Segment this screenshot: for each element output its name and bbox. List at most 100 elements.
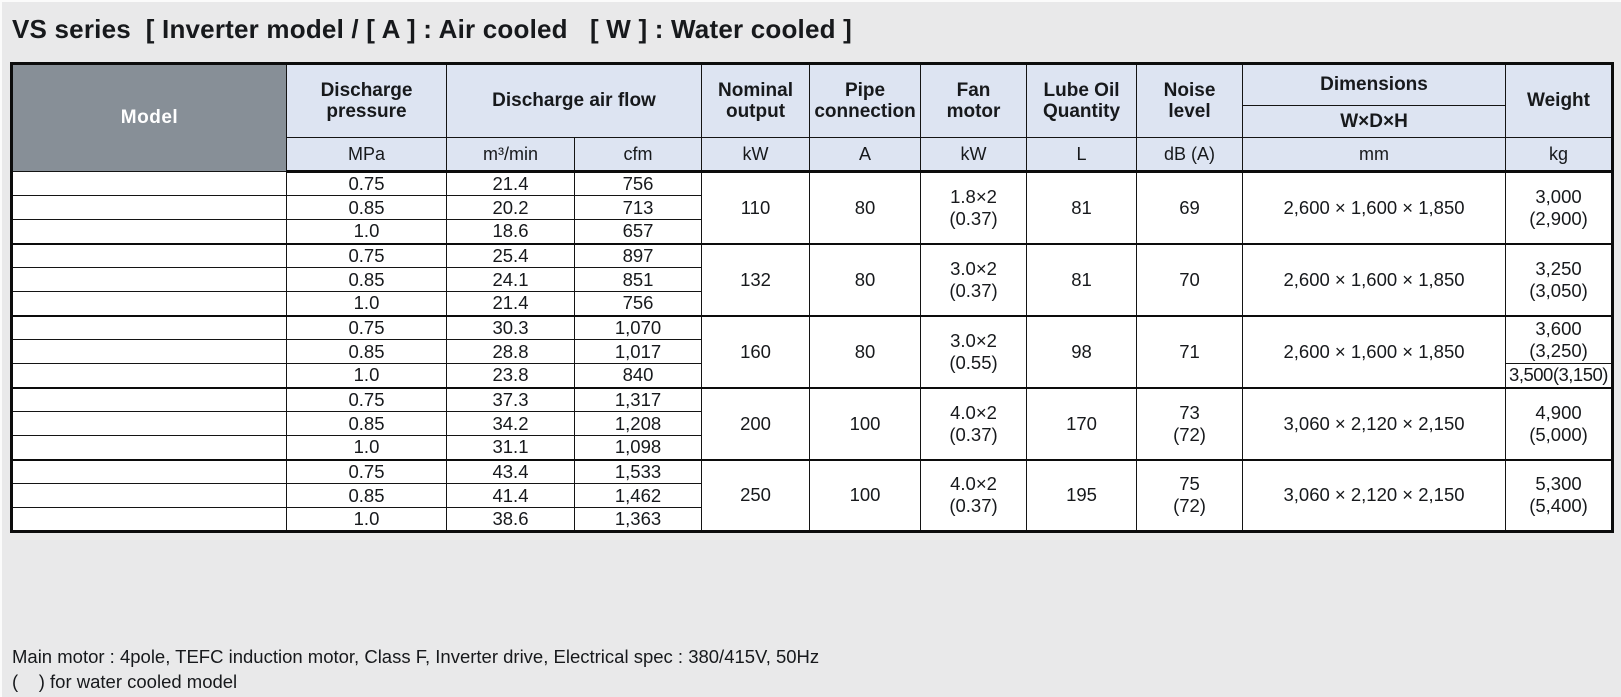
vs-series-spec-table: Model Discharge pressure Discharge air f… — [10, 62, 1615, 533]
pressure-cell: 0.75 — [286, 314, 447, 340]
pressure-cell: 1.0 — [286, 291, 447, 316]
noise-cell: 75 (72) — [1136, 458, 1244, 532]
fan-motor-cell: 3.0×2 (0.37) — [920, 242, 1028, 316]
col-header-wdh: W×D×H — [1242, 105, 1507, 138]
pressure-cell: 1.0 — [286, 219, 447, 244]
flow-m3-cell: 20.2 — [446, 195, 575, 220]
flow-m3-cell: 24.1 — [446, 267, 575, 292]
table-row: VS200A/W-H 0.85 34.2 1,208 — [11, 411, 1613, 436]
col-header-pipe-connection: Pipe connection — [809, 63, 922, 138]
unit-kw-output: kW — [701, 137, 811, 173]
flow-cfm-cell: 1,017 — [573, 339, 703, 364]
model-cell: VS200A/W-H — [11, 411, 287, 436]
output-cell: 250 — [701, 458, 811, 532]
lube-cell: 81 — [1026, 171, 1138, 244]
flow-cfm-cell: 1,462 — [573, 483, 703, 508]
flow-cfm-cell: 1,098 — [573, 435, 703, 460]
pressure-cell: 0.85 — [286, 195, 447, 220]
flow-m3-cell: 41.4 — [446, 483, 575, 508]
pressure-cell: 1.0 — [286, 363, 447, 388]
unit-dba: dB (A) — [1136, 137, 1244, 173]
table-row: VS250A/W-H 0.85 41.4 1,462 — [11, 483, 1613, 508]
model-cell: VS160A/W — [11, 314, 287, 340]
unit-a: A — [809, 137, 922, 173]
model-cell: VS250A/W-GH — [11, 507, 287, 532]
flow-m3-cell: 23.8 — [446, 363, 575, 388]
pressure-cell: 0.85 — [286, 339, 447, 364]
flow-cfm-cell: 1,533 — [573, 458, 703, 484]
pressure-cell: 0.85 — [286, 483, 447, 508]
lube-cell: 170 — [1026, 386, 1138, 460]
table-row: VS132A/W-GH 1.0 21.4 756 — [11, 291, 1613, 316]
page-title: VS series [ Inverter model / [ A ] : Air… — [12, 14, 852, 44]
dimensions-cell: 2,600 × 1,600 × 1,850 — [1242, 171, 1507, 244]
unit-cfm: cfm — [573, 137, 703, 173]
model-cell: VS250A/W — [11, 458, 287, 484]
model-cell: VS250A/W-H — [11, 483, 287, 508]
col-header-dimensions: Dimensions — [1242, 63, 1507, 106]
weight-gh-cell: 3,500(3,150) — [1505, 363, 1614, 388]
weight-cell: 4,900 (5,000) — [1505, 386, 1614, 460]
table-row: VS250A/W-GH 1.0 38.6 1,363 — [11, 507, 1613, 532]
flow-cfm-cell: 1,208 — [573, 411, 703, 436]
table-row: VS200A/W-GH 1.0 31.1 1,098 — [11, 435, 1613, 460]
unit-m3min: m³/min — [446, 137, 575, 173]
flow-cfm-cell: 897 — [573, 242, 703, 268]
flow-m3-cell: 18.6 — [446, 219, 575, 244]
fan-motor-cell: 3.0×2 (0.55) — [920, 314, 1028, 388]
unit-l: L — [1026, 137, 1138, 173]
model-cell: VS200A/W — [11, 386, 287, 412]
pressure-cell: 1.0 — [286, 435, 447, 460]
flow-cfm-cell: 1,363 — [573, 507, 703, 532]
flow-cfm-cell: 840 — [573, 363, 703, 388]
model-cell: VS132A/W-GH — [11, 291, 287, 316]
dimensions-cell: 2,600 × 1,600 × 1,850 — [1242, 242, 1507, 316]
noise-cell: 70 — [1136, 242, 1244, 316]
weight-cell: 3,000 (2,900) — [1505, 171, 1614, 244]
pipe-cell: 100 — [809, 386, 922, 460]
flow-cfm-cell: 756 — [573, 291, 703, 316]
pressure-cell: 0.85 — [286, 267, 447, 292]
flow-m3-cell: 30.3 — [446, 314, 575, 340]
pressure-cell: 0.75 — [286, 386, 447, 412]
lube-cell: 81 — [1026, 242, 1138, 316]
model-cell: VS160A/W-H — [11, 339, 287, 364]
col-header-model: Model — [11, 63, 287, 172]
table-row: VS160A/W 0.75 30.3 1,070 160 80 3.0×2 (0… — [11, 314, 1614, 388]
model-cell: VS160A/W-GH — [11, 363, 287, 388]
flow-m3-cell: 21.4 — [446, 171, 575, 196]
pressure-cell: 0.85 — [286, 411, 447, 436]
col-header-discharge-pressure: Discharge pressure — [286, 63, 447, 138]
output-cell: 160 — [701, 314, 811, 388]
pressure-cell: 1.0 — [286, 507, 447, 532]
pressure-cell: 0.75 — [286, 171, 447, 196]
pressure-cell: 0.75 — [286, 458, 447, 484]
pipe-cell: 80 — [809, 171, 922, 244]
flow-cfm-cell: 851 — [573, 267, 703, 292]
table-row: VS110A/W 0.75 21.4 756 110 80 1.8×2 (0.3… — [11, 171, 1614, 244]
flow-m3-cell: 31.1 — [446, 435, 575, 460]
col-header-discharge-air-flow: Discharge air flow — [445, 63, 703, 138]
flow-m3-cell: 37.3 — [446, 386, 575, 412]
table-row: VS110A/W-GH 1.0 18.6 657 — [11, 219, 1613, 244]
noise-cell: 69 — [1136, 171, 1244, 244]
lube-cell: 195 — [1026, 458, 1138, 532]
model-cell: VS110A/W-GH — [11, 219, 287, 244]
model-cell: VS132A/W — [11, 242, 287, 268]
footnote-water-cooled: ( ) for water cooled model — [12, 671, 238, 692]
lube-cell: 98 — [1026, 314, 1138, 388]
table-row: VS132A/W 0.75 25.4 897 132 80 3.0×2 (0.3… — [11, 242, 1614, 316]
noise-cell: 73 (72) — [1136, 386, 1244, 460]
col-header-fan-motor: Fan motor — [920, 63, 1028, 138]
pipe-cell: 80 — [809, 242, 922, 316]
flow-m3-cell: 34.2 — [446, 411, 575, 436]
col-header-noise-level: Noise level — [1136, 63, 1244, 138]
flow-cfm-cell: 1,070 — [573, 314, 703, 340]
model-cell: VS132A/W-H — [11, 267, 287, 292]
flow-cfm-cell: 713 — [573, 195, 703, 220]
noise-cell: 71 — [1136, 314, 1244, 388]
output-cell: 132 — [701, 242, 811, 316]
table-row: VS110A/W-H 0.85 20.2 713 — [11, 195, 1613, 220]
col-header-lube-oil-quantity: Lube Oil Quantity — [1026, 63, 1138, 138]
